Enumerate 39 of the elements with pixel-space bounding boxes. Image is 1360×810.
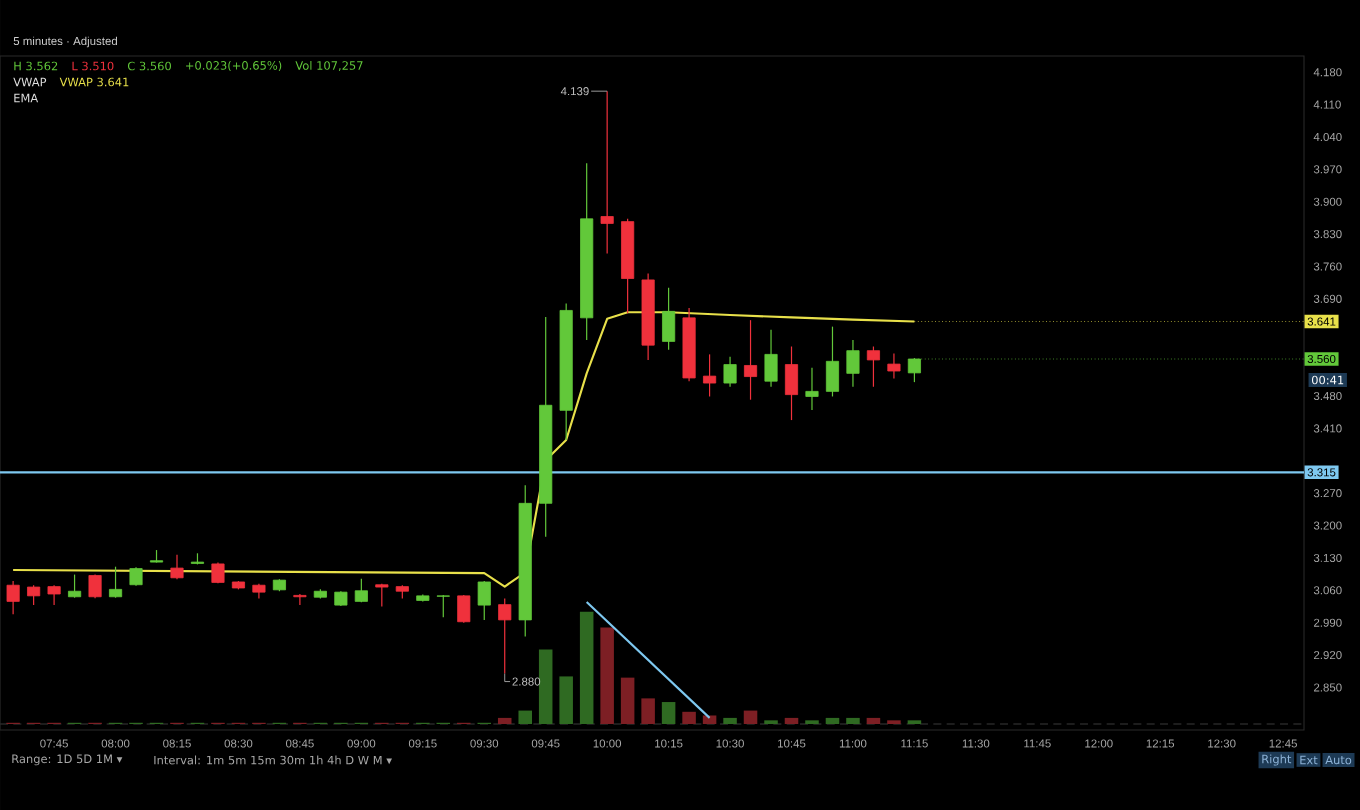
candlestick [477, 580, 491, 621]
candlestick [47, 584, 61, 606]
candlestick [293, 593, 307, 606]
bar [702, 715, 717, 724]
candlestick [662, 287, 676, 351]
bar [559, 676, 573, 724]
candlestick [846, 339, 860, 388]
candlestick [805, 367, 819, 411]
bar [620, 677, 635, 724]
bar [641, 698, 655, 724]
candlestick [108, 566, 123, 599]
bar [682, 711, 696, 724]
bar [497, 717, 512, 724]
candlestick [68, 573, 82, 599]
bar [579, 611, 594, 724]
candlestick [129, 566, 143, 587]
bar [866, 717, 881, 724]
candlestick [723, 356, 737, 388]
candlestick [600, 90, 614, 255]
bar [825, 717, 840, 724]
candlestick [170, 554, 184, 580]
bar [846, 717, 860, 724]
candlestick [457, 594, 471, 624]
candlestick [887, 352, 901, 380]
candlestick [764, 329, 778, 388]
candlestick [743, 319, 758, 401]
bar [538, 649, 553, 724]
bar [661, 702, 676, 724]
candlestick [703, 353, 717, 398]
bar [743, 710, 758, 724]
bar [723, 717, 737, 724]
candlestick [866, 345, 880, 388]
candlestick [825, 326, 840, 398]
candlestick [784, 345, 799, 421]
bar [784, 717, 799, 724]
bar [518, 710, 532, 724]
candlestick [27, 584, 41, 606]
bar [600, 627, 614, 724]
candlestick [6, 580, 20, 615]
